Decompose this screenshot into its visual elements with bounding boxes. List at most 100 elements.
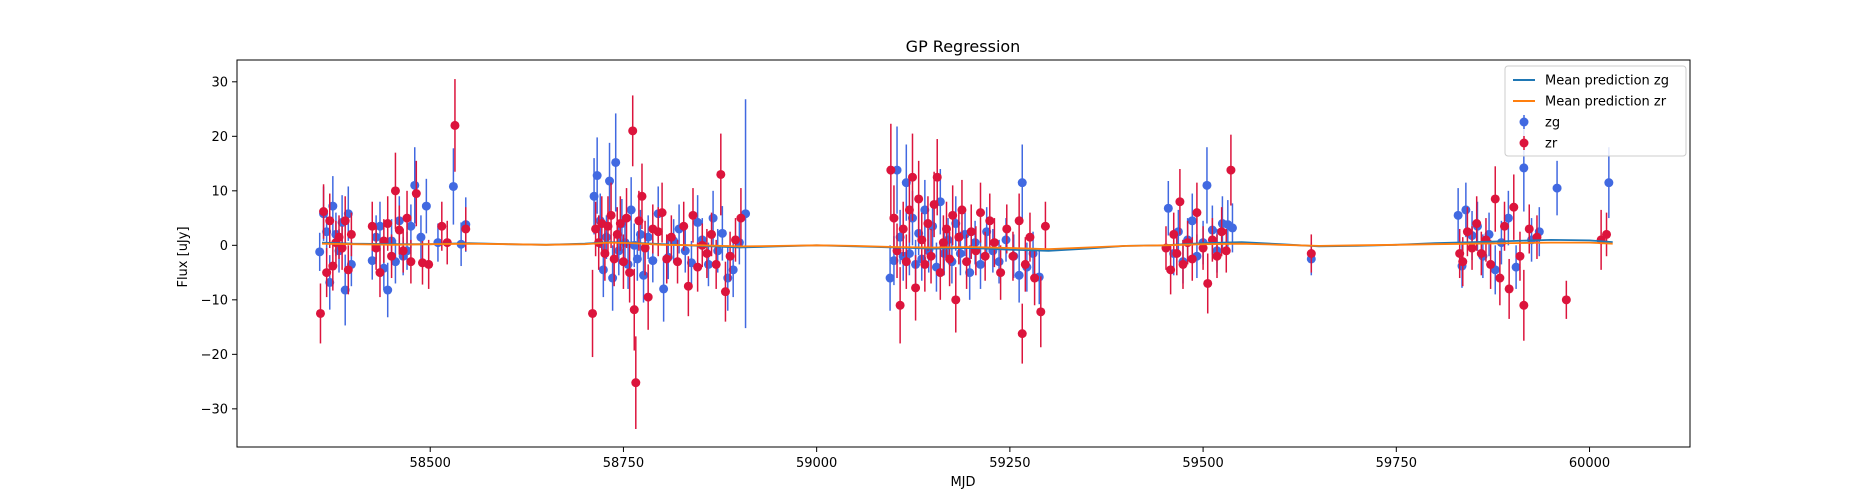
- zg-point: [1604, 178, 1614, 188]
- zr-point: [402, 213, 412, 223]
- zr-point: [337, 243, 347, 253]
- y-tick-label: −10: [201, 293, 228, 308]
- zr-point: [980, 251, 990, 261]
- zr-point: [1226, 165, 1236, 175]
- zr-point: [985, 216, 995, 226]
- zg-point: [1001, 235, 1011, 245]
- zr-point: [926, 251, 936, 261]
- zr-point: [707, 229, 717, 239]
- zr-point: [653, 227, 663, 237]
- legend: Mean prediction zg Mean prediction zr zg zr: [1504, 65, 1687, 157]
- zg-point: [1519, 163, 1529, 173]
- zr-point: [637, 191, 647, 201]
- zr-point: [375, 268, 385, 278]
- zg-point: [325, 277, 335, 287]
- zg-point: [885, 273, 895, 283]
- zr-point: [406, 257, 416, 267]
- zg-point: [892, 165, 902, 175]
- zr-point: [904, 205, 914, 215]
- zr-point: [666, 232, 676, 242]
- zr-point: [340, 216, 350, 226]
- zg-point: [383, 285, 393, 295]
- zg-point: [367, 256, 377, 266]
- zg-point: [895, 232, 905, 242]
- zr-point: [1515, 251, 1525, 261]
- zr-point: [736, 213, 746, 223]
- zr-point: [725, 251, 735, 261]
- zg-point: [693, 217, 703, 227]
- zg-point: [1461, 205, 1471, 215]
- zg-point: [635, 229, 645, 239]
- zr-point: [1509, 202, 1519, 212]
- zr-point: [720, 287, 730, 297]
- zr-point: [628, 126, 638, 136]
- zr-point: [954, 232, 964, 242]
- zg-point: [659, 284, 669, 294]
- zg-point: [601, 232, 611, 242]
- zr-point: [932, 172, 942, 182]
- zr-point: [325, 216, 335, 226]
- zr-point: [1198, 243, 1208, 253]
- zr-point: [1187, 254, 1197, 264]
- zr-point: [591, 224, 601, 234]
- zg-point: [322, 227, 332, 237]
- zr-point: [1486, 259, 1496, 269]
- zr-point: [437, 221, 447, 231]
- x-axis-label: MJD: [950, 475, 975, 490]
- zr-point: [1175, 197, 1185, 207]
- zg-point: [1202, 180, 1212, 190]
- zr-point: [1504, 284, 1514, 294]
- zr-point: [424, 259, 434, 269]
- zg-point: [994, 257, 1004, 267]
- zg-point: [448, 181, 458, 191]
- legend-label-mean-prediction-zr: Mean prediction zr: [1545, 95, 1667, 110]
- zr-point: [1183, 238, 1193, 248]
- zr-point: [1462, 227, 1472, 237]
- zg-point: [605, 176, 615, 186]
- zg-point: [416, 232, 426, 242]
- zr-point: [1008, 251, 1018, 261]
- zr-point: [1172, 249, 1182, 258]
- zr-point: [1306, 249, 1316, 258]
- zr-point: [319, 207, 329, 217]
- zr-point: [1040, 221, 1050, 231]
- zr-point: [917, 235, 927, 245]
- y-tick-label: 30: [211, 75, 228, 90]
- y-tick-label: −20: [201, 348, 228, 363]
- zr-point: [1169, 229, 1179, 239]
- legend-box: [1504, 65, 1687, 157]
- y-axis: −30 −20 −10 0 10 20 30: [201, 75, 237, 417]
- zr-point: [688, 210, 698, 220]
- legend-label-zg: zg: [1545, 116, 1560, 131]
- zr-point: [1524, 224, 1534, 234]
- zg-point: [648, 256, 658, 266]
- zr-point: [343, 265, 353, 275]
- zr-point: [673, 257, 683, 267]
- zr-point: [622, 213, 632, 223]
- zr-point: [390, 186, 400, 196]
- zg-point: [598, 265, 608, 275]
- zr-point: [945, 254, 955, 264]
- zg-point: [589, 191, 599, 201]
- zr-point: [1030, 273, 1040, 283]
- zr-point: [1017, 329, 1027, 339]
- zr-point: [615, 219, 625, 229]
- zr-point: [315, 308, 325, 318]
- zr-point: [461, 224, 471, 234]
- legend-label-zr: zr: [1545, 137, 1558, 152]
- zr-point: [1014, 216, 1024, 226]
- zr-point: [683, 281, 693, 291]
- x-tick-label: 60000: [1569, 456, 1610, 471]
- zg-point: [951, 219, 961, 229]
- zg-point: [1453, 210, 1463, 220]
- zr-point: [966, 227, 976, 237]
- zg-point: [328, 201, 338, 211]
- zg-point: [421, 201, 431, 211]
- zr-point: [334, 232, 344, 242]
- zg-point: [728, 265, 738, 275]
- zr-point: [1192, 208, 1202, 218]
- zr-point: [322, 268, 332, 278]
- zr-point: [1020, 259, 1030, 269]
- chart-title: GP Regression: [906, 37, 1021, 56]
- zg-point: [343, 209, 353, 219]
